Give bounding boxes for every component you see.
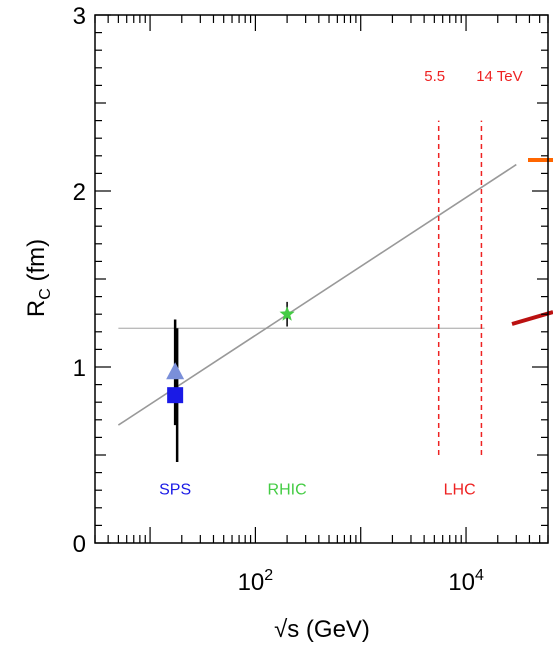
x-axis-title: √s (GeV) bbox=[274, 616, 370, 643]
x-tick-label: 104 bbox=[448, 567, 484, 596]
y-axis-title: RC (fm) bbox=[23, 239, 54, 317]
y-tick-label: 0 bbox=[73, 531, 86, 558]
region-label: RHIC bbox=[268, 481, 307, 498]
x-tick-label: 102 bbox=[238, 567, 274, 596]
fit-line bbox=[117, 163, 517, 426]
region-label: SPS bbox=[159, 481, 191, 498]
plot-frame bbox=[94, 14, 549, 544]
y-tick-label: 3 bbox=[73, 3, 86, 30]
y-tick-label: 2 bbox=[73, 179, 86, 206]
data-point-star bbox=[279, 306, 295, 321]
plot-area: 5.5 14 TeV SPS RHIC LHC bbox=[117, 68, 553, 498]
data-point-triangle bbox=[166, 362, 185, 380]
data-point-square bbox=[167, 387, 184, 404]
region-label: LHC bbox=[444, 481, 476, 498]
axes: 102 104 0 1 2 3 bbox=[73, 3, 549, 596]
y-tick-label: 1 bbox=[73, 355, 86, 382]
lhc-energy-label: 5.5 bbox=[424, 68, 445, 85]
lhc-energy-label: 14 TeV bbox=[476, 68, 522, 85]
